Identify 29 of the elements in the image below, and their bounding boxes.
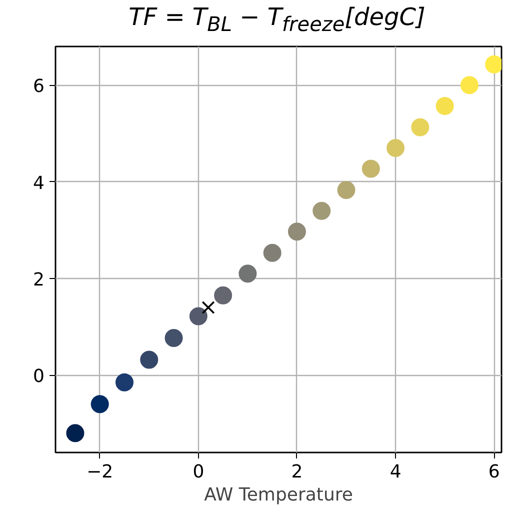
point: [66, 424, 84, 442]
point: [90, 395, 109, 414]
point: [386, 139, 405, 157]
x-axis-title: AW Temperature: [204, 484, 353, 506]
x-tick-label: 6: [488, 462, 500, 482]
y-tick-label: 4: [33, 172, 44, 194]
point: [140, 350, 158, 369]
point: [164, 328, 183, 347]
point: [460, 76, 478, 94]
y-tick-label: 2: [33, 270, 44, 290]
point: [337, 181, 356, 200]
point: [115, 373, 134, 392]
point: [411, 118, 430, 136]
point: [436, 96, 454, 115]
x-tick-label: 2: [291, 462, 303, 482]
y-tick-label: 6: [33, 76, 44, 98]
point: [189, 307, 208, 326]
point: [312, 202, 331, 220]
chart-title: TF = T$_{BL}$ − T$_{freeze}$[degC]: [128, 2, 426, 38]
y-tick-label: 0: [33, 366, 44, 388]
point: [362, 160, 380, 178]
point: [238, 264, 257, 283]
x-tick-label: −2: [86, 462, 114, 482]
x-tick-label: 0: [192, 462, 204, 482]
point: [288, 222, 306, 241]
point: [263, 244, 282, 262]
point: [202, 300, 215, 314]
x-tick-label: 4: [390, 462, 402, 482]
point: [214, 286, 232, 304]
